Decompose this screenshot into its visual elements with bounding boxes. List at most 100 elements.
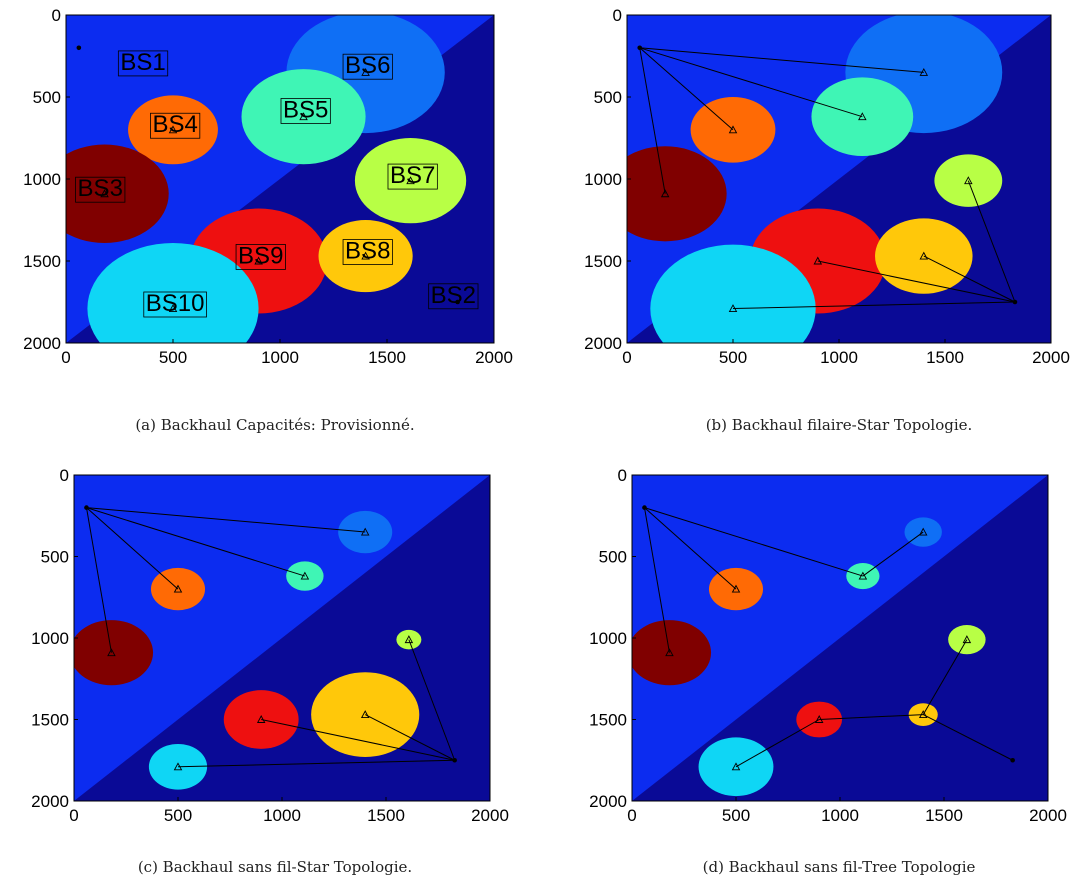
backhaul-link: [261, 719, 455, 761]
station-label-box: [342, 53, 393, 80]
x-tick-label: 1000: [820, 348, 858, 367]
backhaul-link: [643, 507, 670, 653]
station-marker: [361, 251, 370, 260]
coverage-bs8: [318, 219, 413, 293]
panel-caption: (d) Backhaul sans fil-Tree Topologie: [703, 858, 976, 876]
panel-caption: (b) Backhaul filaire-Star Topologie.: [706, 416, 973, 434]
station-marker: [918, 527, 928, 536]
station-marker: [728, 304, 738, 313]
y-tick-label: 1000: [23, 170, 61, 189]
backhaul-link: [639, 47, 924, 73]
station-marker: [964, 176, 973, 185]
y-tick-label: 0: [613, 6, 622, 25]
coverage-bs10: [87, 242, 259, 343]
y-tick-label: 500: [594, 88, 622, 107]
y-tick-label: 1000: [589, 629, 627, 648]
backhaul-link: [86, 507, 179, 590]
plot-area: [627, 15, 1051, 343]
y-tick-label: 2000: [584, 334, 622, 353]
station-marker: [665, 648, 674, 657]
sink-marker: [1012, 299, 1018, 305]
station-label-bs5: BS5: [283, 96, 328, 123]
coverage-station-8: [650, 244, 816, 343]
station-label-box: [280, 98, 331, 124]
station-marker: [660, 189, 670, 198]
x-tick-label: 1000: [261, 348, 299, 367]
station-label-box: [342, 239, 393, 265]
station-marker: [173, 762, 183, 771]
station-label-bs8: BS8: [345, 238, 390, 265]
backhaul-link: [862, 531, 924, 577]
backhaul-link: [86, 507, 366, 533]
coverage-bs4: [128, 95, 218, 165]
station-label-box: [150, 112, 201, 139]
station-marker: [919, 67, 929, 76]
station-marker: [814, 715, 824, 723]
y-tick-label: 1000: [31, 629, 69, 648]
station-marker: [300, 571, 310, 580]
panel-caption: (c) Backhaul sans fil-Star Topologie.: [138, 858, 412, 876]
station-marker: [360, 527, 370, 536]
y-tick-label: 0: [52, 6, 61, 25]
station-marker: [858, 571, 868, 580]
coverage-bs3: [66, 144, 169, 243]
x-tick-label: 0: [622, 348, 631, 367]
station-marker: [919, 251, 929, 260]
coverage-station-5: [627, 146, 727, 242]
backhaul-link: [923, 255, 1016, 303]
hub-marker: [84, 505, 89, 510]
x-tick-label: 2000: [475, 348, 513, 367]
x-tick-label: 500: [159, 348, 187, 367]
sink-marker: [455, 299, 460, 305]
station-label-box: [387, 163, 438, 190]
hub-marker: [76, 45, 82, 51]
station-label-box: [117, 50, 169, 77]
station-label-box: [428, 283, 479, 310]
y-tick-label: 500: [33, 88, 61, 107]
station-label-bs2: BS2: [431, 282, 476, 309]
x-tick-label: 500: [722, 806, 750, 825]
backhaul-link: [408, 639, 456, 761]
coverage-station-2: [286, 561, 324, 591]
station-marker: [404, 635, 414, 644]
station-marker: [962, 635, 972, 644]
station-marker: [406, 176, 415, 185]
x-tick-label: 2000: [1032, 348, 1070, 367]
coverage-station-2: [846, 563, 880, 590]
backhaul-link: [817, 260, 1016, 303]
coverage-bs5: [241, 69, 366, 165]
backhaul-link: [85, 507, 112, 653]
station-label-bs7: BS7: [390, 162, 435, 189]
station-marker: [168, 304, 178, 313]
backhaul-link: [732, 301, 1015, 310]
backhaul-link: [819, 714, 924, 720]
station-label-box: [143, 291, 207, 318]
x-tick-label: 0: [69, 806, 78, 825]
plot-area: [74, 475, 490, 801]
coverage-station-5: [74, 620, 154, 686]
station-marker: [813, 256, 823, 265]
coverage-station-4: [934, 154, 1003, 207]
panel-a: BS1 BS2 BS6 BS5 BS4 BS7 BS3 BS9 BS8 BS10 0 500 1000 1…: [23, 6, 513, 434]
y-tick-label: 0: [618, 466, 627, 485]
y-tick-label: 1500: [589, 711, 627, 730]
station-label-bs1: BS1: [120, 49, 165, 76]
hub-marker: [637, 45, 643, 51]
backhaul-link: [364, 714, 455, 761]
backhaul-link: [177, 759, 455, 768]
station-label-box: [235, 244, 286, 270]
y-tick-label: 1000: [584, 170, 622, 189]
coverage-station-1: [904, 517, 942, 547]
coverage-station-2: [811, 77, 914, 157]
station-marker: [100, 189, 109, 198]
backhaul-link: [922, 714, 1013, 761]
plot-area: [632, 475, 1048, 801]
station-marker: [728, 125, 738, 134]
station-marker: [107, 648, 116, 657]
region-bs1: [632, 475, 1048, 801]
sink-marker: [1010, 757, 1015, 763]
y-tick-label: 0: [60, 466, 69, 485]
